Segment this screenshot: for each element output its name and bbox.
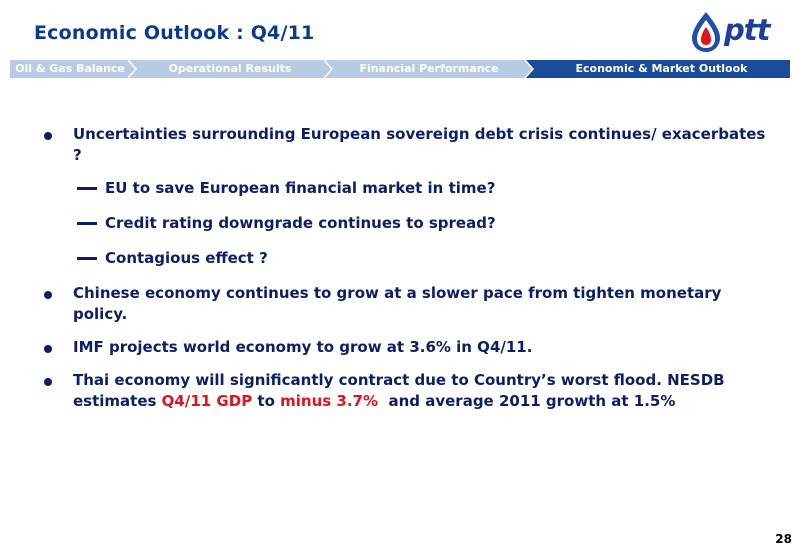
nav-background (10, 60, 790, 78)
subbullet-item: Contagious effect ? (40, 248, 770, 269)
bullet-text-part: and average 2011 growth at 1.5% (378, 392, 676, 410)
ptt-wordmark: ptt (724, 13, 770, 47)
gdp-highlight: Q4/11 GDP (161, 392, 253, 410)
subbullet-text: Credit rating downgrade continues to spr… (105, 214, 496, 232)
bullet-text: IMF projects world economy to grow at 3.… (73, 338, 533, 356)
ptt-flame-icon (692, 12, 720, 52)
bullet-dot-icon (44, 378, 52, 386)
subbullet-text: Contagious effect ? (105, 249, 268, 267)
bullet-item: IMF projects world economy to grow at 3.… (40, 337, 770, 358)
tab-economic-market-outlook[interactable]: Economic & Market Outlook (575, 62, 748, 75)
page-number: 28 (775, 532, 792, 546)
bullet-dot-icon (44, 291, 52, 299)
tab-financial-performance[interactable]: Financial Performance (359, 62, 499, 75)
bullet-dot-icon (44, 345, 52, 353)
ptt-logo (688, 8, 788, 54)
tab-oil-gas-balance[interactable]: Oil & Gas Balance (15, 62, 125, 75)
bullet-item: Uncertainties surrounding European sover… (40, 124, 770, 166)
bullet-item: Chinese economy continues to grow at a s… (40, 283, 770, 325)
bullet-item: Thai economy will significantly contract… (40, 370, 770, 412)
subbullet-item: EU to save European financial market in … (40, 178, 770, 199)
tab-operational-results[interactable]: Operational Results (168, 62, 292, 75)
bullet-text: Chinese economy continues to grow at a s… (73, 284, 722, 323)
dash-icon (77, 257, 97, 260)
bullet-text-part: to (252, 392, 281, 410)
growth-highlight: minus 3.7% (280, 392, 379, 410)
dash-icon (77, 222, 97, 225)
slide-content: Uncertainties surrounding European sover… (40, 124, 770, 424)
page-title: Economic Outlook : Q4/11 (34, 22, 315, 44)
bullet-text-part: Thai economy will significantly contract… (73, 371, 725, 410)
bullet-dot-icon (44, 132, 52, 140)
section-nav: Oil & Gas Balance Operational Results Fi… (10, 60, 790, 78)
subbullet-item: Credit rating downgrade continues to spr… (40, 213, 770, 234)
dash-icon (77, 187, 97, 190)
bullet-text: Uncertainties surrounding European sover… (73, 125, 766, 164)
subbullet-text: EU to save European financial market in … (105, 179, 496, 197)
